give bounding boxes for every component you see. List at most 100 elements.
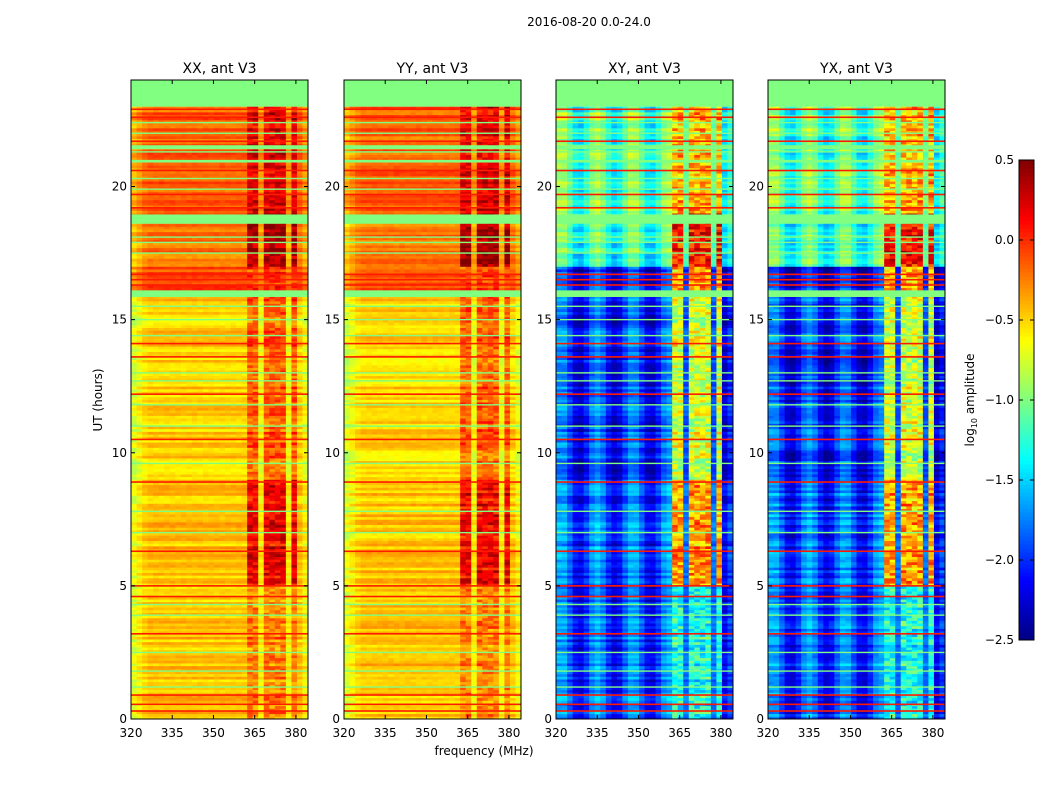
heatmap-cell <box>275 450 281 453</box>
heatmap-cell <box>220 706 226 709</box>
heatmap-cell <box>159 573 165 576</box>
heatmap-cell <box>286 450 292 453</box>
heatmap-cell <box>269 431 275 434</box>
heatmap-cell <box>225 386 231 389</box>
heatmap-cell <box>203 525 209 528</box>
heatmap-cell <box>291 623 297 626</box>
heatmap-cell <box>175 466 181 469</box>
heatmap-cell <box>225 471 231 474</box>
heatmap-cell <box>286 469 292 472</box>
heatmap-cell <box>264 525 270 528</box>
heatmap-cell <box>142 543 148 546</box>
heatmap-cell <box>197 413 203 416</box>
heatmap-cell <box>275 546 281 549</box>
heatmap-cell <box>225 578 231 581</box>
heatmap-cell <box>220 397 226 400</box>
heatmap-cell <box>170 498 176 501</box>
heatmap-cell <box>197 538 203 541</box>
heatmap-cell <box>148 589 154 592</box>
heatmap-cell <box>269 413 275 416</box>
heatmap-cell <box>131 700 137 703</box>
heatmap-cell <box>280 410 286 413</box>
heatmap-cell <box>231 674 237 677</box>
heatmap-cell <box>159 538 165 541</box>
heatmap-cell <box>247 474 253 477</box>
heatmap-cell <box>203 559 209 562</box>
heatmap-cell <box>203 567 209 570</box>
heatmap-cell <box>231 535 237 538</box>
heatmap-cell <box>159 517 165 520</box>
heatmap-cell <box>269 469 275 472</box>
heatmap-cell <box>131 407 137 410</box>
heatmap-cell <box>258 442 264 445</box>
heatmap-cell <box>214 501 220 504</box>
heatmap-cell <box>203 349 209 352</box>
heatmap-cell <box>153 682 159 685</box>
heatmap-cell <box>236 400 242 403</box>
heatmap-cell <box>175 453 181 456</box>
heatmap-cell <box>175 623 181 626</box>
heatmap-cell <box>220 506 226 509</box>
heatmap-cell <box>142 410 148 413</box>
heatmap-cell <box>186 503 192 506</box>
heatmap-cell <box>247 501 253 504</box>
heatmap-cell <box>286 639 292 642</box>
heatmap-cell <box>264 543 270 546</box>
heatmap-cell <box>181 397 187 400</box>
heatmap-cell <box>286 567 292 570</box>
heatmap-cell <box>186 485 192 488</box>
heatmap-cell <box>231 501 237 504</box>
heatmap-cell <box>291 362 297 365</box>
heatmap-cell <box>153 578 159 581</box>
heatmap-cell <box>159 581 165 584</box>
heatmap-cell <box>286 573 292 576</box>
heatmap-cell <box>258 589 264 592</box>
heatmap-cell <box>264 628 270 631</box>
heatmap-cell <box>197 581 203 584</box>
heatmap-cell <box>269 575 275 578</box>
heatmap-cell <box>203 663 209 666</box>
heatmap-cell <box>153 607 159 610</box>
heatmap-cell <box>170 527 176 530</box>
heatmap-cell <box>170 389 176 392</box>
heatmap-cell <box>148 397 154 400</box>
heatmap-cell <box>269 658 275 661</box>
heatmap-cell <box>175 384 181 387</box>
heatmap-cell <box>225 575 231 578</box>
heatmap-cell <box>220 543 226 546</box>
heatmap-cell <box>253 469 259 472</box>
heatmap-cell <box>253 360 259 363</box>
heatmap-cell <box>291 562 297 565</box>
heatmap-cell <box>280 591 286 594</box>
heatmap-cell <box>170 506 176 509</box>
heatmap-cell <box>131 674 137 677</box>
heatmap-cell <box>225 674 231 677</box>
heatmap-cell <box>197 700 203 703</box>
heatmap-cell <box>297 431 303 434</box>
heatmap-cell <box>208 434 214 437</box>
heatmap-cell <box>236 477 242 480</box>
heatmap-cell <box>264 658 270 661</box>
heatmap-cell <box>181 447 187 450</box>
heatmap-cell <box>291 469 297 472</box>
heatmap-cell <box>258 607 264 610</box>
heatmap-cell <box>164 639 170 642</box>
heatmap-cell <box>203 490 209 493</box>
heatmap-cell <box>269 682 275 685</box>
heatmap-cell <box>236 445 242 448</box>
heatmap-cell <box>264 573 270 576</box>
heatmap-cell <box>181 490 187 493</box>
heatmap-cell <box>197 445 203 448</box>
heatmap-cell <box>264 581 270 584</box>
heatmap-cell <box>192 360 198 363</box>
heatmap-cell <box>291 663 297 666</box>
heatmap-cell <box>264 490 270 493</box>
heatmap-cell <box>247 690 253 693</box>
heatmap-cell <box>186 410 192 413</box>
heatmap-cell <box>153 389 159 392</box>
heatmap-cell <box>275 477 281 480</box>
heatmap-cell <box>297 578 303 581</box>
heatmap-cell <box>131 431 137 434</box>
heatmap-cell <box>148 642 154 645</box>
heatmap-cell <box>258 466 264 469</box>
